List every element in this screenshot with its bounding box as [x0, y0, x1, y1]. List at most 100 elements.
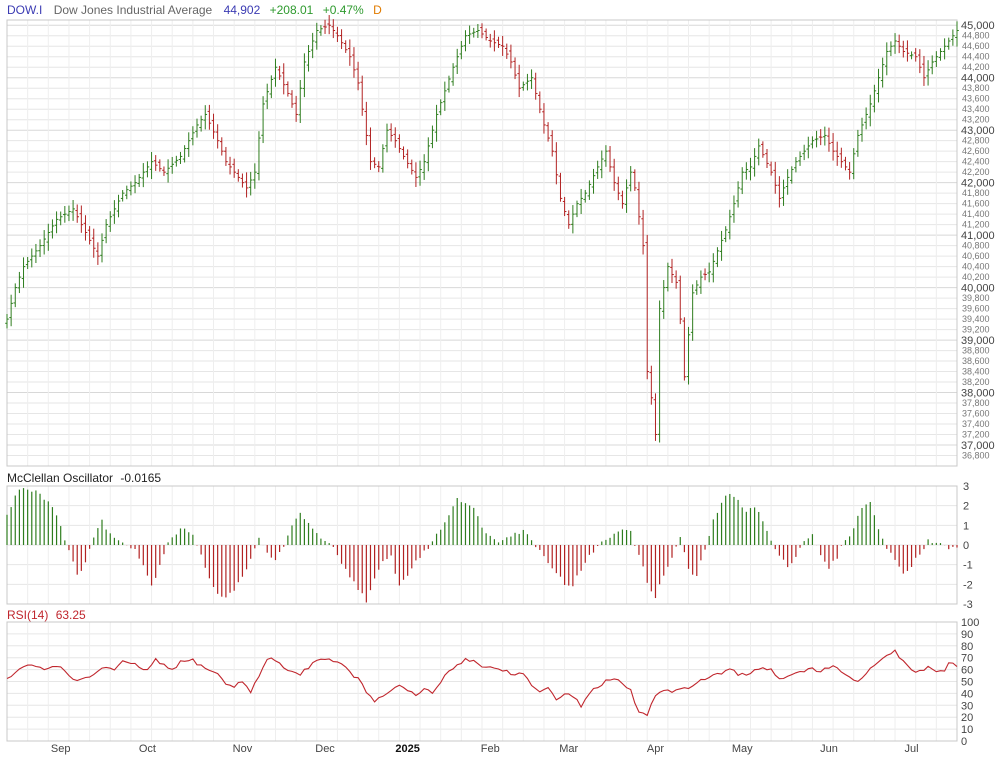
price-tick-label-minor: 39,200 — [962, 325, 990, 335]
ohlc-bar — [496, 36, 501, 48]
rsi-tick-label: 80 — [961, 641, 973, 653]
rsi-tick-label: 60 — [961, 665, 973, 677]
ohlc-bar — [562, 196, 567, 217]
price-tick-label: 42,000 — [961, 178, 995, 190]
ohlc-bar — [248, 171, 253, 196]
oscillator-title: McClellan Oscillator — [7, 471, 113, 485]
price-tick-label: 41,000 — [961, 230, 995, 242]
x-axis-label: Jul — [905, 743, 919, 755]
ohlc-bar — [104, 219, 108, 244]
ohlc-bar — [360, 75, 365, 116]
oscillator-tick-label: 2 — [963, 501, 969, 513]
x-axis-label: Mar — [559, 743, 578, 755]
symbol-label[interactable]: DOW.I — [7, 3, 42, 17]
ohlc-bar — [5, 313, 9, 329]
ohlc-bar — [599, 150, 604, 179]
ohlc-bar — [670, 258, 674, 283]
ohlc-bar — [261, 96, 265, 144]
ohlc-bar — [533, 72, 538, 100]
price-tick-label-minor: 44,400 — [962, 52, 990, 62]
x-axis-label: Sep — [51, 743, 71, 755]
ohlc-bar — [63, 205, 67, 223]
ohlc-bar — [765, 149, 769, 169]
ohlc-bar — [314, 22, 319, 50]
rsi-tick-label: 70 — [961, 653, 973, 665]
price-tick-label-minor: 43,200 — [962, 115, 990, 125]
ohlc-bar — [484, 28, 488, 41]
ohlc-bar — [732, 195, 736, 223]
price-tick-label-minor: 42,200 — [962, 167, 990, 177]
ohlc-bar — [624, 179, 629, 213]
ohlc-bar — [112, 200, 117, 224]
oscillator-tick-label: -3 — [963, 599, 973, 611]
panel-frame — [6, 621, 958, 742]
ohlc-bar — [628, 166, 633, 192]
ohlc-bar — [257, 131, 261, 181]
ohlc-bar — [286, 81, 290, 97]
index-name: Dow Jones Industrial Average — [54, 3, 213, 17]
x-axis-label: May — [732, 743, 753, 755]
price-tick-label-minor: 39,400 — [962, 314, 990, 324]
ohlc-bar — [938, 48, 943, 61]
ohlc-bar — [823, 126, 827, 146]
ohlc-bar — [868, 94, 873, 127]
ohlc-bar — [327, 15, 331, 35]
ohlc-bar — [244, 172, 249, 198]
ohlc-bar — [414, 162, 418, 187]
ohlc-bar — [158, 159, 162, 172]
rsi-tick-label: 10 — [961, 724, 973, 736]
ohlc-bar — [339, 29, 344, 50]
ohlc-bar — [471, 27, 476, 38]
ohlc-bar — [434, 104, 439, 142]
ohlc-bar — [666, 262, 670, 292]
ohlc-bar — [430, 125, 435, 149]
period-label[interactable]: D — [373, 3, 382, 17]
ohlc-bar — [71, 200, 75, 221]
ohlc-bar — [409, 159, 414, 175]
rsi-title: RSI(14) — [7, 608, 48, 622]
ohlc-bar — [129, 181, 133, 196]
ohlc-bar — [835, 141, 840, 166]
ohlc-bar — [29, 248, 34, 268]
ohlc-bar — [509, 44, 513, 69]
ohlc-bar — [87, 226, 92, 245]
ohlc-bar — [120, 190, 125, 202]
last-price: 44,902 — [224, 3, 261, 17]
ohlc-bar — [851, 148, 856, 180]
price-ohlc-series — [5, 15, 959, 443]
ohlc-bar — [195, 118, 199, 138]
ohlc-bar — [901, 40, 906, 58]
price-tick-label: 38,000 — [961, 388, 995, 400]
ohlc-bar — [463, 30, 468, 52]
rsi-value: 63.25 — [56, 608, 86, 622]
rsi-tick-label: 30 — [961, 700, 973, 712]
ohlc-bar — [794, 157, 798, 173]
ohlc-bar — [290, 90, 294, 108]
price-tick-label-minor: 36,800 — [962, 451, 990, 461]
ohlc-bar — [645, 234, 650, 380]
ohlc-bar — [476, 24, 480, 38]
ohlc-bar — [162, 166, 166, 176]
ohlc-bar — [447, 75, 451, 93]
price-change-pct: +0.47% — [323, 3, 364, 17]
price-tick-label-minor: 43,800 — [962, 83, 990, 93]
ohlc-bar — [335, 26, 340, 42]
ohlc-bar — [153, 155, 158, 171]
price-tick-label-minor: 42,800 — [962, 136, 990, 146]
ohlc-bar — [124, 185, 129, 200]
price-tick-label: 37,000 — [961, 440, 995, 452]
ohlc-bar — [265, 83, 270, 110]
ohlc-bar — [405, 149, 410, 169]
ohlc-bar — [170, 156, 175, 174]
ohlc-bar — [401, 146, 406, 160]
price-tick-label-minor: 40,800 — [962, 241, 990, 251]
ohlc-bar — [141, 163, 146, 188]
ohlc-bar — [50, 219, 55, 239]
price-tick-label-minor: 40,400 — [962, 262, 990, 272]
chart-header: DOW.I Dow Jones Industrial Average 44,90… — [7, 3, 382, 17]
rsi-tick-label: 50 — [961, 677, 973, 689]
ohlc-bar — [864, 107, 868, 130]
price-tick-label-minor: 37,800 — [962, 398, 990, 408]
